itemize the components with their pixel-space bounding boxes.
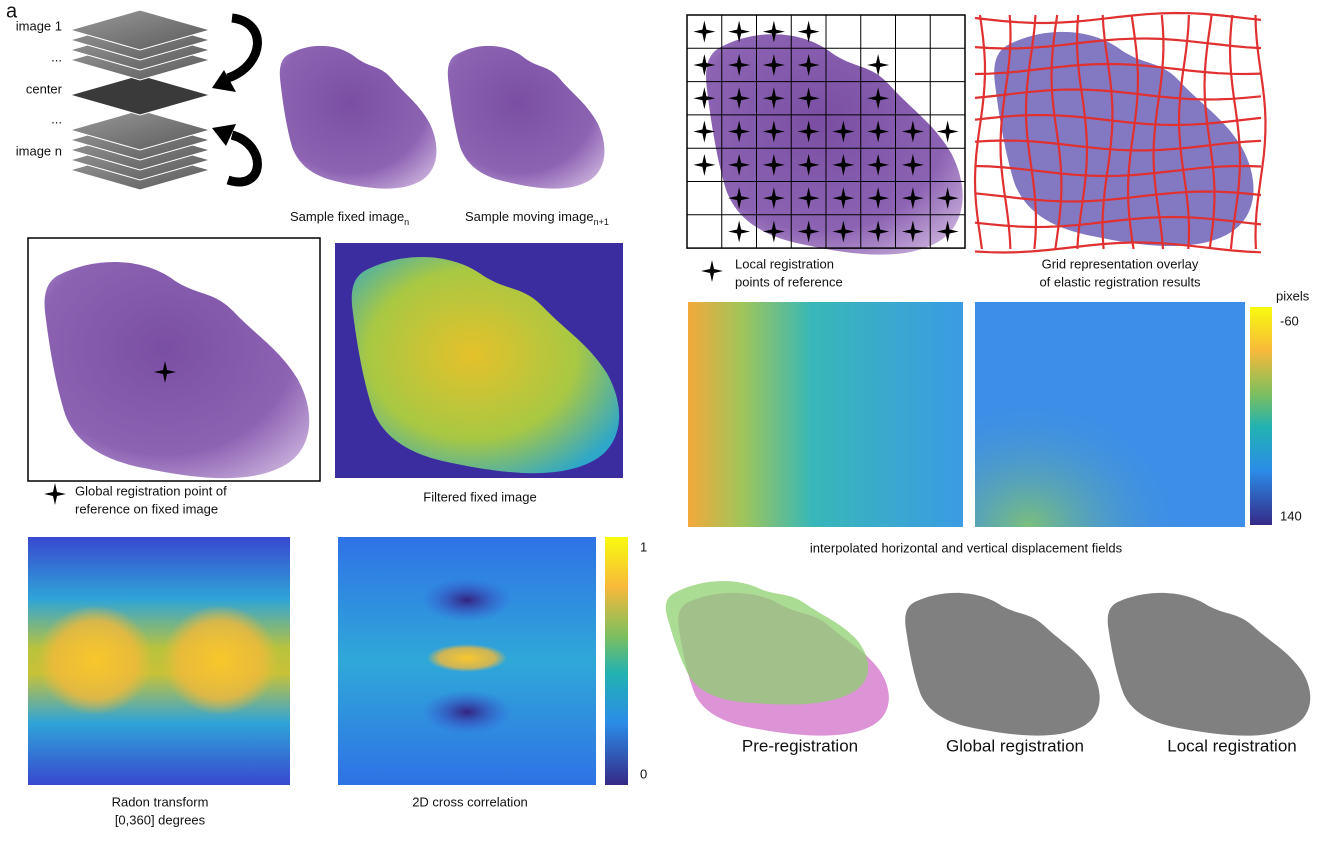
- curved-arrow: [228, 135, 257, 182]
- local-point: [693, 21, 715, 43]
- fixed-caption: Sample fixed imagen: [290, 209, 409, 227]
- stack-label: ...: [51, 111, 62, 126]
- caption: Local registration: [735, 256, 834, 271]
- moving-image: [448, 46, 605, 189]
- stack-label: image n: [16, 143, 62, 158]
- caption: Sample fixed image: [290, 209, 404, 224]
- image-stack: [70, 10, 210, 190]
- stack-label: image 1: [16, 18, 62, 33]
- vertical-displacement-shade: [975, 302, 1245, 527]
- subscript: n: [404, 217, 409, 227]
- global-result: [905, 593, 1099, 736]
- caption: points of reference: [735, 274, 843, 289]
- curved-arrow: [228, 18, 257, 78]
- caption: [0,360] degrees: [115, 812, 206, 827]
- local-point: [728, 220, 750, 242]
- caption: Global registration point of: [75, 483, 227, 498]
- moving-caption: Sample moving imagen+1: [465, 209, 609, 227]
- stack-label: ...: [51, 49, 62, 64]
- caption: interpolated horizontal and vertical dis…: [810, 540, 1123, 555]
- fixed-overlay: [663, 569, 872, 716]
- colorbar: [1250, 307, 1272, 525]
- horizontal-displacement: [688, 302, 963, 527]
- caption: Sample moving image: [465, 209, 594, 224]
- grid-curve: [975, 13, 1261, 23]
- caption: 2D cross correlation: [412, 794, 528, 809]
- stack-layer: [70, 75, 210, 115]
- trough: [422, 578, 512, 622]
- caption: Local registration: [1167, 736, 1296, 755]
- fixed-image: [280, 46, 437, 189]
- fixed-image: [706, 34, 963, 254]
- radon-peak: [162, 605, 278, 715]
- caption: Radon transform: [112, 794, 209, 809]
- star-icon: [701, 260, 723, 282]
- radon-peak: [37, 605, 153, 715]
- grid-curve: [975, 15, 985, 249]
- local-result: [1108, 593, 1311, 736]
- colorbar-label: 0: [640, 766, 647, 781]
- colorbar-title: pixels: [1276, 288, 1310, 303]
- caption: Pre-registration: [742, 736, 858, 755]
- page: a image 1 ... center ... image n Sample …: [0, 0, 1338, 854]
- grid-curve: [975, 243, 1261, 253]
- caption: reference on fixed image: [75, 501, 218, 516]
- peak: [427, 644, 507, 672]
- local-point: [693, 154, 715, 176]
- stack-label: center: [26, 81, 63, 96]
- colorbar-label: 140: [1280, 508, 1302, 523]
- caption: Filtered fixed image: [423, 489, 536, 504]
- colorbar-label: -60: [1280, 313, 1299, 328]
- colorbar: [605, 537, 628, 785]
- caption: Global registration: [946, 736, 1084, 755]
- caption: Grid representation overlay: [1042, 256, 1199, 271]
- trough: [422, 690, 512, 734]
- subscript: n+1: [594, 217, 609, 227]
- stack-labels: image 1 ... center ... image n: [16, 18, 63, 158]
- colorbar-label: 1: [640, 539, 647, 554]
- star-icon: [44, 483, 66, 505]
- caption: of elastic registration results: [1039, 274, 1201, 289]
- grid-curve: [1256, 15, 1266, 249]
- arrows: [212, 18, 257, 182]
- figure: a image 1 ... center ... image n Sample …: [0, 0, 1338, 854]
